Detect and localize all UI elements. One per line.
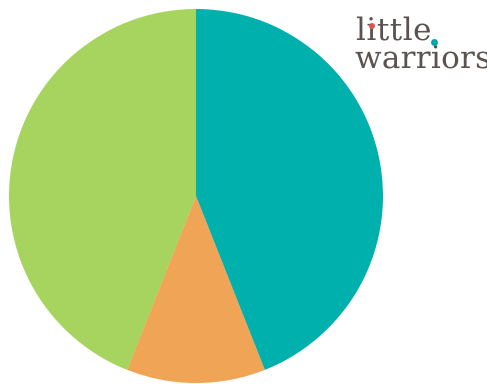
brand-logo: little warriors — [350, 12, 487, 82]
logo-teal-dot — [431, 39, 438, 46]
pie-slice-3 — [8, 8, 196, 370]
logo-text-line2: warriors — [355, 40, 487, 76]
pie-slice-1 — [196, 9, 384, 370]
pie-slice-2 — [127, 196, 265, 384]
logo-text-line1: little — [356, 12, 433, 48]
logo-red-dot — [369, 23, 375, 29]
